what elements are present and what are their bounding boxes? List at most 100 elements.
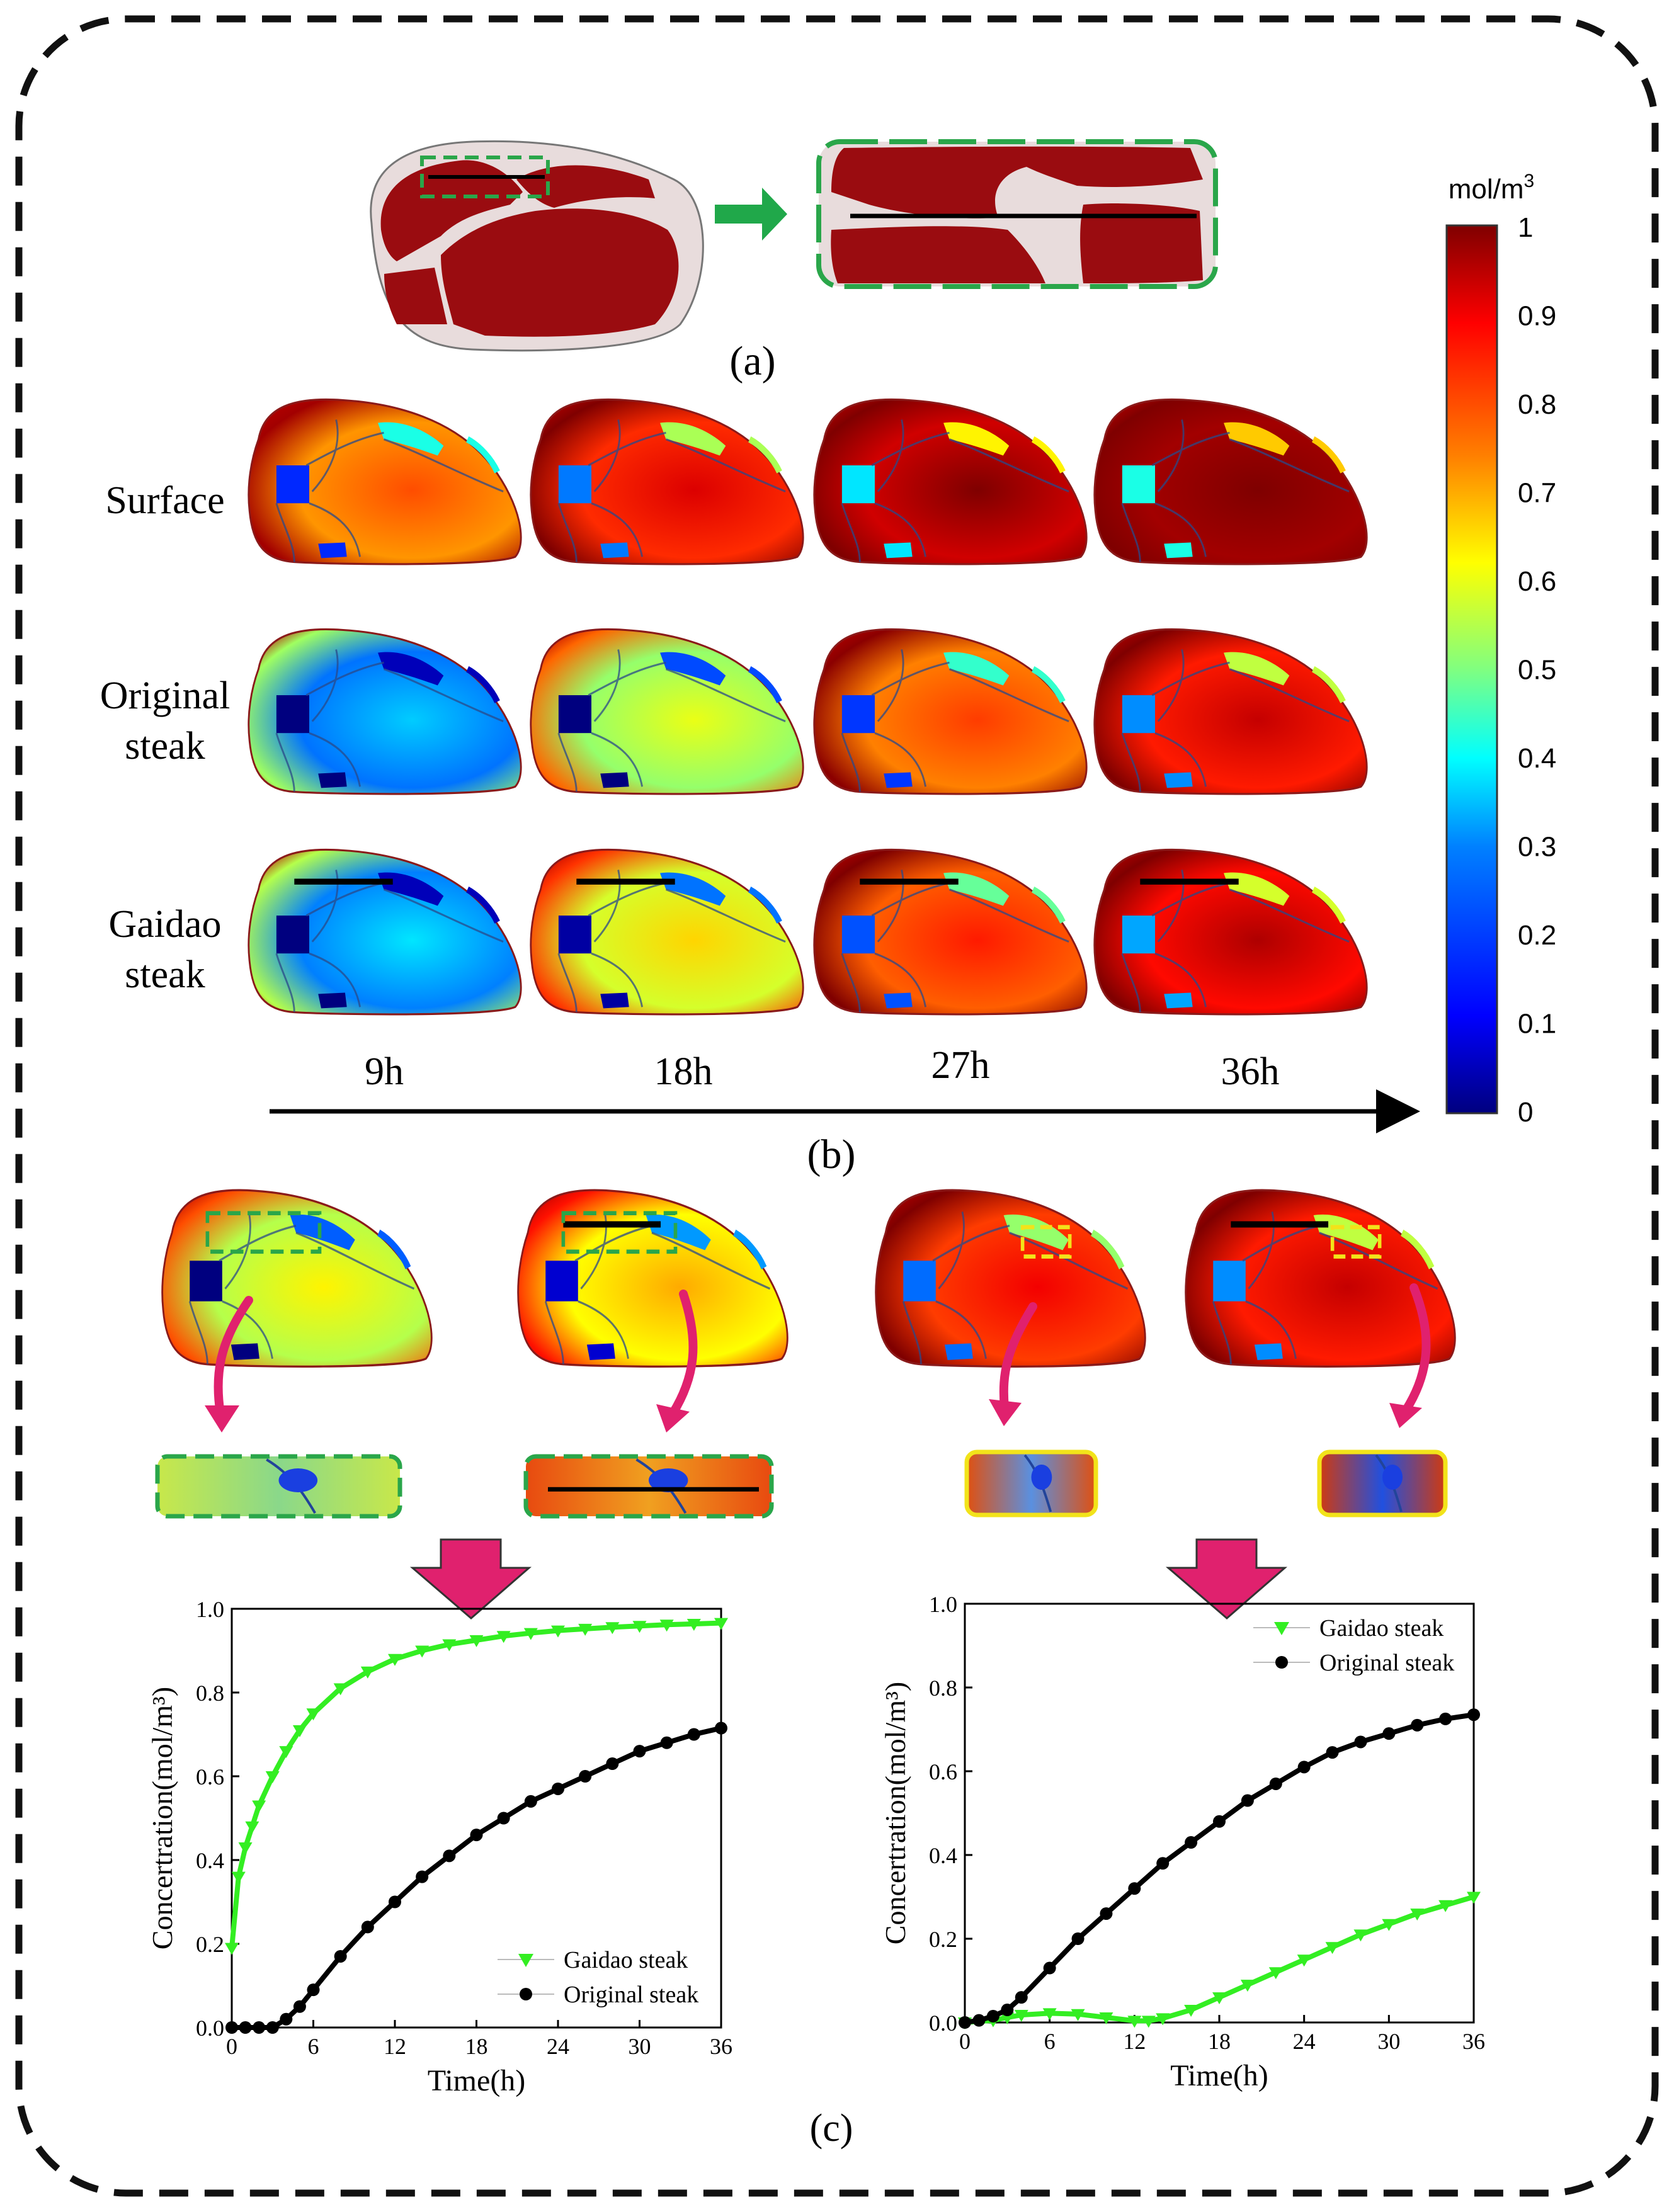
data-point [1014,2010,1028,2022]
data-point [1326,1746,1339,1759]
magenta-arrows [214,1283,1431,1418]
data-point [469,1635,484,1647]
green-arrow [715,188,787,241]
x-tick-label: 0 [959,2029,971,2054]
data-point [307,1983,320,1997]
data-point [1015,1991,1028,2004]
field-map-r3-c2 [530,848,804,1016]
field-map-r1-c2 [530,398,804,565]
thumb-gaidao-18h [517,1189,789,1368]
data-point [714,1618,728,1630]
x-tick-label: 6 [1044,2029,1056,2054]
panel-b: Surface Original steak Gaidao steak 9h 1… [100,398,1420,1177]
data-point [293,2000,306,2013]
data-point [633,1745,646,1758]
x-tick-label: 0 [226,2034,237,2059]
data-point [1185,1836,1198,1849]
legend-marker [520,1988,532,2000]
x-axis-label: Time(h) [1170,2059,1268,2092]
data-point [1269,1777,1282,1790]
data-point [551,1625,565,1638]
data-point [1000,2012,1015,2025]
data-point [360,1666,375,1679]
colorbar-tick-label: 0.7 [1518,478,1556,509]
colorbar-ticks: 1 0.9 0.8 0.7 0.6 0.5 0.4 0.3 0.2 0.1 0 [1518,212,1556,1128]
data-point [292,1725,307,1737]
y-tick-label: 0.0 [929,2011,957,2036]
y-tick-label: 0.4 [196,1848,224,1873]
data-point [388,1653,402,1666]
data-point [1410,1909,1425,1921]
zoom-gaidao-18h [523,1454,774,1519]
data-point [1099,2012,1113,2025]
x-tick-label: 12 [1123,2029,1146,2054]
data-point [1297,1761,1311,1774]
field-map-r2-c4 [1093,628,1368,795]
data-point [605,1622,620,1635]
data-point [1467,1892,1481,1904]
zoom-original-36h [964,1449,1098,1517]
magenta-arrow-4 [1401,1283,1431,1415]
zoom-gaidao-36h [1317,1449,1448,1517]
data-point [306,1708,321,1721]
colorbar-tick-label: 0.3 [1518,832,1556,863]
y-tick-label: 0.4 [929,1843,957,1868]
data-point [1071,1932,1085,1945]
data-point [1212,1992,1226,2005]
data-point [496,1631,511,1643]
data-point [1141,2016,1156,2028]
data-point [659,1619,674,1632]
x-tick-label: 30 [629,2034,651,2059]
data-point [715,1721,727,1735]
data-point [579,1770,592,1783]
field-map-r2-c1 [248,628,522,795]
data-point [389,1895,401,1909]
data-point [578,1623,593,1636]
data-point [279,1746,293,1759]
data-point [497,1812,510,1825]
data-point [1001,2004,1014,2017]
y-tick-label: 0.6 [929,1759,957,1784]
data-point [252,1800,266,1813]
field-map-r1-c1 [248,398,522,565]
data-point [1043,1961,1056,1975]
magenta-arrow-2 [668,1290,698,1418]
data-point [1127,2016,1142,2028]
data-point [1042,2008,1057,2021]
field-map-r3-c4 [1093,848,1368,1016]
data-point [1268,1967,1283,1980]
data-point [1240,1980,1255,1992]
legend-label: Gaidao steak [1319,1615,1443,1642]
data-point [1100,1907,1113,1920]
data-point [416,1870,429,1883]
y-axis-label: Concertration(mol/m³) [879,1682,911,1944]
data-point [225,2021,238,2034]
data-point [266,2021,279,2034]
field-map-r1-c4 [1093,398,1368,565]
data-point [225,1943,239,1955]
panel-a-label: (a) [729,338,775,384]
x-tick-label: 12 [384,2034,406,2059]
series-line-1 [229,1620,722,1949]
data-point [1382,1919,1396,1931]
x-tick-label: 18 [465,2034,488,2059]
colorbar-tick-label: 0.2 [1518,920,1556,951]
colorbar-unit: mol/m3 [1449,171,1534,205]
data-point [687,1728,700,1741]
y-tick-label: 0.6 [196,1764,224,1789]
zoom-row [155,1449,1448,1519]
data-point [1438,1900,1453,1912]
x-tick-label: 18 [1208,2029,1231,2054]
row-label-surface: Surface [105,479,224,522]
colorbar-tick-label: 0.1 [1518,1009,1556,1040]
legend-marker [1275,1656,1288,1669]
series-line-2 [964,1712,1474,2025]
data-point [334,1949,347,1963]
data-point [972,2014,986,2027]
legend-label: Gaidao steak [564,1947,688,1973]
panel-c: 0.0 0.2 0.4 0.6 0.8 1.0 0 6 12 18 24 30 36 Time(h) Con… [146,1189,1485,2150]
data-point [1156,1857,1170,1870]
data-point [265,1771,280,1783]
time-label-18h: 18h [654,1050,713,1093]
x-tick-label: 36 [1462,2029,1485,2054]
